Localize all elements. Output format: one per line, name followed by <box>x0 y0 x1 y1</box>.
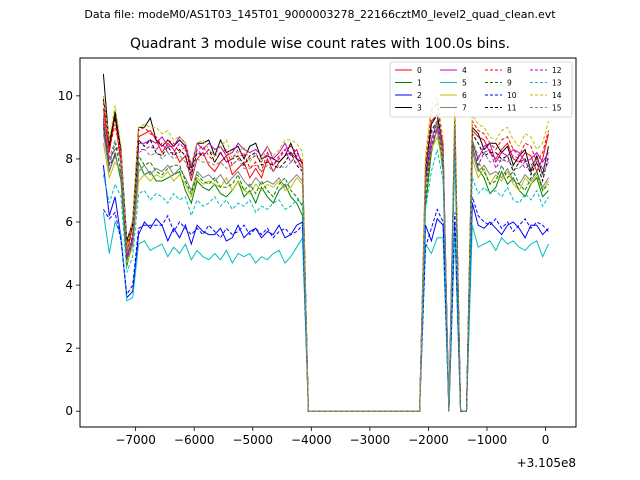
legend-label-12: 12 <box>552 66 562 75</box>
y-axis: 0 2 4 6 8 10 <box>58 89 80 418</box>
legend-label-6: 6 <box>462 91 467 100</box>
series-line-4 <box>102 117 549 412</box>
plot-area-frame <box>79 57 577 428</box>
x-tick-label: −2000 <box>408 433 449 447</box>
legend-label-4: 4 <box>462 66 467 75</box>
legend-label-3: 3 <box>417 104 422 113</box>
series-line-15 <box>102 114 549 412</box>
series-line-11 <box>102 98 549 412</box>
legend-label-1: 1 <box>417 79 422 88</box>
series-line-0 <box>102 108 549 412</box>
legend-label-2: 2 <box>417 91 422 100</box>
legend-label-11: 11 <box>507 104 517 113</box>
legend-label-10: 10 <box>507 91 517 100</box>
series-line-12 <box>102 124 549 412</box>
series-line-2 <box>102 165 549 412</box>
series-line-9 <box>102 120 549 412</box>
chart-title: Quadrant 3 module wise count rates with … <box>130 36 510 52</box>
series-lines <box>102 73 549 412</box>
series-line-3 <box>102 73 549 412</box>
series-line-1 <box>102 127 549 412</box>
y-tick-label: 10 <box>58 89 73 103</box>
y-tick-label: 2 <box>65 341 73 355</box>
legend-label-8: 8 <box>507 66 512 75</box>
x-tick-label: −5000 <box>232 433 273 447</box>
legend-label-9: 9 <box>507 79 512 88</box>
y-tick-label: 4 <box>65 278 73 292</box>
figure-suptitle: Data file: modeM0/AS1T03_145T01_90000032… <box>84 8 556 21</box>
legend-frame <box>389 61 573 118</box>
legend-label-15: 15 <box>552 104 562 113</box>
legend-label-0: 0 <box>417 66 422 75</box>
series-line-14 <box>102 94 549 412</box>
x-tick-label: −1000 <box>467 433 508 447</box>
series-line-13 <box>102 149 549 412</box>
y-tick-label: 0 <box>65 404 73 418</box>
x-tick-label: −4000 <box>291 433 332 447</box>
legend-label-7: 7 <box>462 104 467 113</box>
legend-label-5: 5 <box>462 79 467 88</box>
legend-label-14: 14 <box>552 91 562 100</box>
x-axis: −7000 −6000 −5000 −4000 −3000 −2000 −1000 0 <box>115 427 549 447</box>
x-tick-label: −6000 <box>174 433 215 447</box>
legend-label-13: 13 <box>552 79 562 88</box>
series-line-5 <box>102 212 549 412</box>
series-line-10 <box>102 196 549 412</box>
x-tick-label: −7000 <box>115 433 156 447</box>
series-line-6 <box>102 135 549 412</box>
x-tick-label: 0 <box>542 433 550 447</box>
y-tick-label: 6 <box>65 215 73 229</box>
x-axis-offset-label: +3.105e8 <box>517 456 576 470</box>
series-line-8 <box>102 100 549 412</box>
series-line-7 <box>102 128 549 412</box>
y-tick-label: 8 <box>65 152 73 166</box>
x-tick-label: −3000 <box>350 433 391 447</box>
